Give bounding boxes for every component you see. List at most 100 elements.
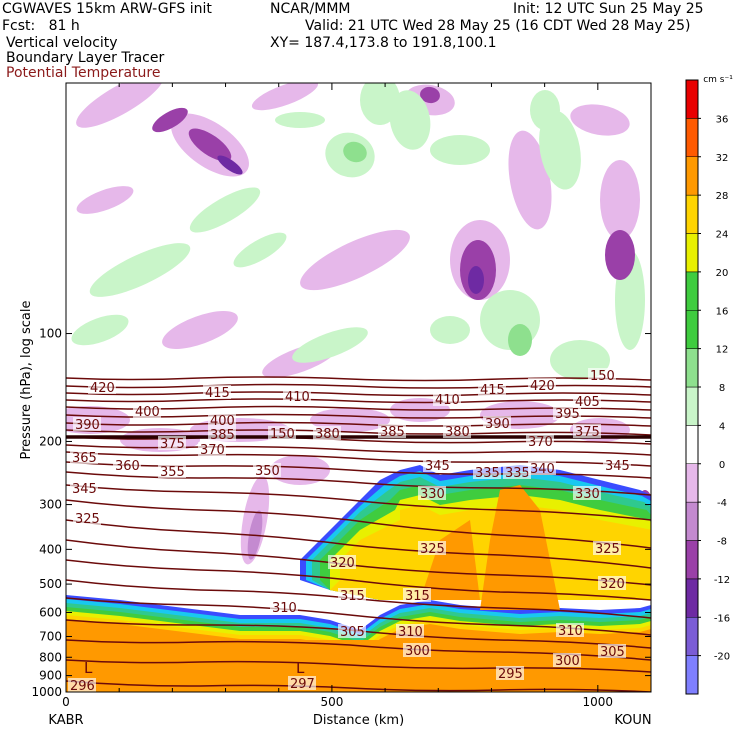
colorbar-swatch: [685, 463, 699, 503]
isentrope-label-bg: [403, 588, 431, 602]
y-tick-label: 1000: [31, 685, 62, 699]
isentrope-label: 335: [505, 466, 530, 481]
velocity-cell: [188, 128, 232, 162]
isentrope-label: 300: [555, 654, 580, 669]
isentrope-label: 385: [210, 428, 235, 443]
colorbar-swatch: [685, 79, 699, 119]
isentrope: [66, 383, 651, 389]
isentrope-label-bg: [598, 576, 626, 590]
colorbar-swatch: [685, 655, 699, 695]
surface-low-marker: L: [84, 659, 93, 677]
y-tick-label: 400: [39, 542, 62, 556]
isentrope-label: 415: [480, 383, 505, 398]
isentrope-label-bg: [526, 434, 554, 448]
isentrope-label: 400: [135, 405, 160, 420]
colorbar-swatch: [685, 501, 699, 541]
isentrope-label: 410: [285, 390, 310, 405]
isentrope-label: 305: [600, 645, 625, 660]
isentrope: [66, 639, 651, 661]
isentrope-label: 375: [575, 425, 600, 440]
isentrope-label-bg: [68, 678, 96, 692]
isentrope-label-bg: [208, 427, 236, 441]
colorbar-tick-label: 32: [716, 153, 729, 164]
isentrope-label-bg: [73, 511, 101, 525]
isentrope-label-bg: [556, 623, 584, 637]
isentrope-label-bg: [70, 450, 98, 464]
isentrope-label: 335: [475, 466, 500, 481]
y-axis: 100 200 300 400 500 600 700 800 900 1000 Pressure …: [19, 301, 651, 699]
isentrope-label-bg: [270, 600, 298, 614]
isentrope: [66, 405, 651, 411]
isentrope-label-bg: [598, 644, 626, 658]
x-tick-label: 500: [320, 695, 343, 709]
isentrope-label: 420: [530, 379, 555, 394]
velocity-cell: [530, 90, 560, 130]
valid-time: Valid: 21 UTC Wed 28 May 25 (16 CDT Wed …: [305, 18, 691, 34]
colorbar-swatch: [685, 194, 699, 234]
surface-low-marker: L: [296, 659, 305, 677]
colorbar: -20 -16 -12 -8 -4 0 4 8 12 16 20 24 28 32 36 cm s⁻¹: [685, 75, 733, 695]
colorbar-tick-label: 28: [716, 191, 729, 202]
isentrope: [66, 559, 651, 601]
colorbar-swatch: [685, 617, 699, 656]
isentrope-label: 310: [558, 624, 583, 639]
isentrope-label-bg: [433, 392, 461, 406]
y-tick-label: 100: [39, 327, 62, 341]
isentrope-label-bg: [283, 389, 311, 403]
velocity-cell: [570, 104, 630, 136]
velocity-cell: [300, 229, 410, 291]
isentrope-label: 350: [255, 464, 280, 479]
velocity-cell: [76, 186, 134, 214]
isentrope: [66, 484, 651, 521]
isentrope-label-bg: [88, 380, 116, 394]
colorbar-swatch: [685, 578, 699, 618]
cross-section-endpoints: XY= 187.4,173.8 to 191.8,100.1: [270, 35, 497, 51]
isentrope-label: 305: [340, 625, 365, 640]
isentrope: [66, 597, 651, 636]
isentrope-label: 315: [405, 589, 430, 604]
isentrope-label: 390: [485, 417, 510, 432]
isentrope-label: 310: [272, 601, 297, 616]
isentrope: [66, 429, 651, 436]
isentrope: [66, 680, 651, 692]
isentrope-label-bg: [158, 436, 186, 450]
velocity-cell: [468, 266, 484, 294]
isentrope-label: 300: [405, 644, 430, 659]
velocity-cell: [539, 110, 581, 190]
velocity-cell: [233, 232, 287, 268]
isentrope-label-bg: [133, 404, 161, 418]
isentrope-label-bg: [418, 541, 446, 555]
isentrope-label: 375: [160, 437, 185, 452]
colorbar-swatch: [685, 348, 699, 388]
isentrope-label: 370: [528, 435, 553, 450]
velocity-cell: [71, 314, 129, 346]
isentrope-label: 330: [575, 487, 600, 502]
velocity-cell: [420, 86, 440, 104]
isentrope-label-bg: [573, 486, 601, 500]
isentrope-label: 296: [70, 679, 95, 694]
velocity-cell: [152, 107, 188, 133]
isentrope: [66, 519, 651, 569]
isentrope: [66, 659, 651, 673]
isentrope-label-bg: [443, 424, 471, 438]
velocity-cell: [189, 187, 261, 233]
x-tick-label: 0: [62, 695, 70, 709]
isentrope-label: 150: [590, 369, 615, 384]
velocity-cell: [251, 83, 319, 111]
colorbar-unit: cm s⁻¹: [703, 75, 733, 85]
colorbar-tick-label: -4: [717, 498, 727, 509]
isentrope-label-bg: [378, 424, 406, 438]
isentrope-label-bg: [396, 624, 424, 638]
isentrope-label-bg: [593, 541, 621, 555]
isentrope-label-bg: [553, 406, 581, 420]
isentrope-label-bg: [528, 378, 556, 392]
isentrope-label: 345: [425, 459, 450, 474]
isentrope-label-bg: [423, 458, 451, 472]
isentrope-label-bg: [198, 442, 226, 456]
y-tick-label: 900: [39, 669, 62, 683]
velocity-cell: [217, 155, 243, 175]
velocity-cell: [343, 141, 367, 163]
isentrope: [66, 376, 651, 382]
velocity-cell: [270, 455, 330, 485]
velocity-cell: [605, 230, 635, 280]
